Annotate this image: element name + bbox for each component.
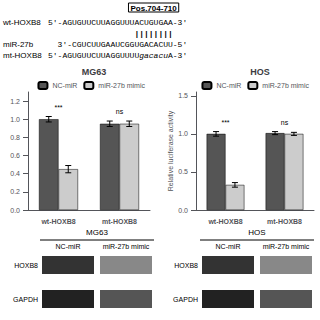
svg-text:3'-CGUCUUGAAUCGGUGACACUU-5': 3'-CGUCUUGAAUCGGUGACACUU-5' [58, 40, 188, 49]
svg-text:miR-27b mimic: miR-27b mimic [263, 243, 310, 250]
svg-text:NC-miR: NC-miR [216, 243, 241, 250]
svg-text:||||||||: |||||||| [134, 29, 172, 38]
svg-text:1.5: 1.5 [178, 92, 188, 99]
svg-text:***: *** [221, 119, 229, 126]
svg-text:wt-HOXB8: wt-HOXB8 [40, 218, 75, 225]
svg-text:0.6: 0.6 [10, 152, 20, 159]
svg-text:mt-HOXB8: mt-HOXB8 [102, 218, 137, 225]
svg-text:0.0: 0.0 [178, 207, 188, 214]
svg-text:NC-miR: NC-miR [52, 82, 77, 89]
svg-text:0.4: 0.4 [10, 170, 20, 177]
svg-text:1.0: 1.0 [10, 116, 20, 123]
svg-text:MG63: MG63 [82, 67, 107, 77]
svg-text:miR-27b mimic: miR-27b mimic [103, 243, 150, 250]
svg-text:NC-miR: NC-miR [216, 82, 241, 89]
svg-text:0.2: 0.2 [10, 188, 20, 195]
svg-text:gacacu: gacacu [139, 51, 168, 60]
svg-text:5'-AGUGUUCUUAGGUUUU: 5'-AGUGUUCUUAGGUUUU [48, 51, 139, 60]
svg-text:HOXB8: HOXB8 [14, 262, 38, 269]
svg-text:MG63: MG63 [86, 228, 108, 237]
svg-text:GAPDH: GAPDH [173, 296, 198, 303]
svg-text:0.5: 0.5 [178, 168, 188, 175]
svg-text:miR-27b mimic: miR-27b mimic [98, 82, 145, 89]
svg-text:5'-AGUGUUCUUAGGUUUACUGUGAA-3': 5'-AGUGUUCUUAGGUUUACUGUGAA-3' [48, 18, 187, 27]
svg-text:0.0: 0.0 [10, 207, 20, 214]
svg-text:GAPDH: GAPDH [13, 296, 38, 303]
svg-text:***: *** [54, 104, 62, 111]
svg-text:Relative luciferase activity: Relative luciferase activity [167, 110, 175, 191]
svg-text:wt-HOXB8: wt-HOXB8 [207, 218, 242, 225]
svg-text:miR-27b: miR-27b [3, 40, 34, 49]
svg-text:HOS: HOS [248, 228, 265, 237]
svg-text:NC-miR: NC-miR [56, 243, 81, 250]
svg-text:HOS: HOS [250, 67, 270, 77]
svg-text:mt-HOXB8: mt-HOXB8 [3, 51, 42, 60]
svg-text:ns: ns [116, 108, 124, 115]
svg-text:miR-27b mimic: miR-27b mimic [262, 82, 309, 89]
svg-text:1.2: 1.2 [10, 98, 20, 105]
svg-text:1.0: 1.0 [178, 130, 188, 137]
svg-text:ns: ns [281, 119, 289, 126]
svg-text:Pos.704-710: Pos.704-710 [130, 4, 177, 13]
svg-text:HOXB8: HOXB8 [174, 262, 198, 269]
svg-text:0.8: 0.8 [10, 134, 20, 141]
svg-text:A-3': A-3' [168, 51, 187, 60]
svg-text:mt-HOXB8: mt-HOXB8 [267, 218, 302, 225]
svg-text:wt-HOXB8: wt-HOXB8 [2, 18, 41, 27]
